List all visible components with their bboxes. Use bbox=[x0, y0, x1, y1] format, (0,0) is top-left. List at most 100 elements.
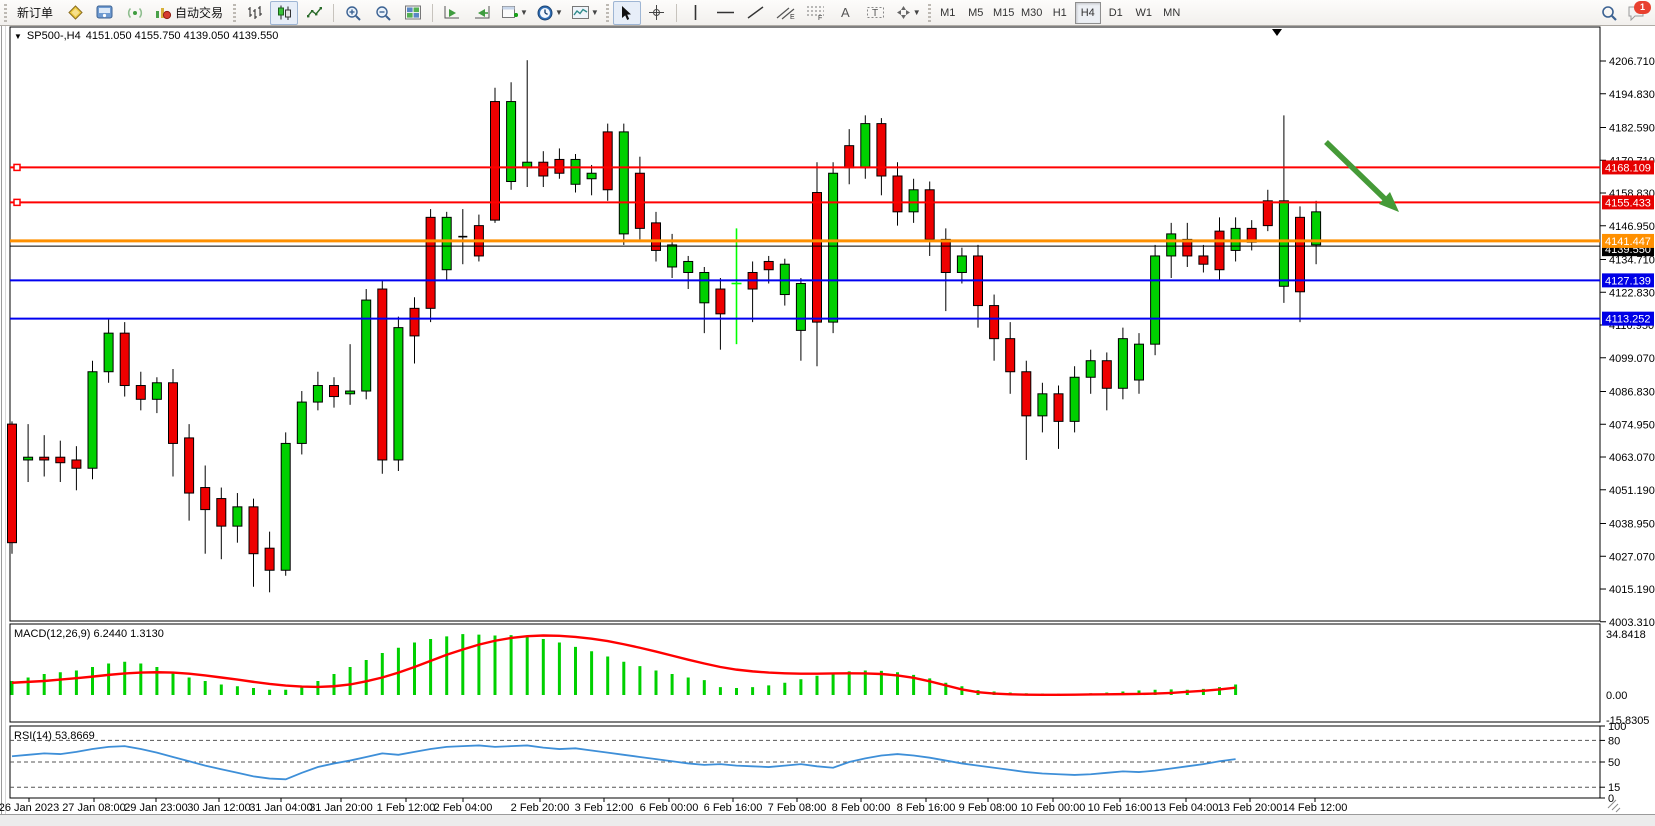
chevron-down-icon[interactable]: ▼ bbox=[14, 31, 22, 41]
gold-package-icon[interactable] bbox=[61, 1, 89, 25]
candle[interactable] bbox=[39, 456, 50, 461]
candle[interactable] bbox=[634, 172, 645, 229]
trendline-icon[interactable] bbox=[742, 1, 770, 25]
toolbar-grip[interactable] bbox=[233, 3, 237, 22]
candle[interactable] bbox=[280, 442, 291, 571]
signal-icon[interactable] bbox=[121, 1, 149, 25]
vertical-line-icon[interactable] bbox=[682, 1, 710, 25]
candle[interactable] bbox=[1005, 338, 1016, 373]
candle[interactable] bbox=[924, 189, 935, 240]
candle[interactable] bbox=[506, 101, 517, 183]
autotrade-button[interactable]: 自动交易 bbox=[151, 1, 229, 25]
toolbar-grip[interactable] bbox=[605, 3, 609, 22]
candle[interactable] bbox=[602, 131, 613, 191]
candle[interactable] bbox=[554, 158, 565, 174]
candle[interactable] bbox=[683, 260, 694, 273]
candle[interactable] bbox=[184, 437, 195, 494]
fibonacci-icon[interactable]: F bbox=[802, 1, 830, 25]
candle[interactable] bbox=[7, 423, 17, 544]
candle[interactable] bbox=[119, 332, 130, 387]
candle[interactable] bbox=[1101, 360, 1112, 389]
candle[interactable] bbox=[103, 332, 114, 373]
candle[interactable] bbox=[1198, 255, 1209, 265]
candle[interactable] bbox=[168, 382, 178, 444]
candle[interactable] bbox=[232, 506, 243, 527]
channel-icon[interactable]: E bbox=[772, 1, 800, 25]
resize-grip-icon[interactable] bbox=[1607, 799, 1621, 813]
timeframe-m30[interactable]: M30 bbox=[1021, 6, 1043, 19]
candle[interactable] bbox=[490, 101, 500, 221]
candle[interactable] bbox=[940, 238, 951, 273]
candle[interactable] bbox=[1295, 216, 1305, 293]
candle[interactable] bbox=[1311, 211, 1322, 246]
candle[interactable] bbox=[570, 158, 581, 185]
line-handle[interactable] bbox=[13, 163, 21, 172]
timeframe-w1[interactable]: W1 bbox=[1135, 6, 1152, 19]
timeframe-h4[interactable]: H4 bbox=[1074, 1, 1101, 24]
candle[interactable] bbox=[1262, 200, 1273, 227]
zoom-in-icon[interactable] bbox=[339, 1, 367, 25]
candle[interactable] bbox=[908, 189, 919, 213]
candle[interactable] bbox=[361, 299, 372, 392]
candle[interactable] bbox=[1134, 343, 1144, 381]
timeframe-h1[interactable]: H1 bbox=[1052, 6, 1067, 19]
candlestick-chart-icon[interactable] bbox=[270, 0, 299, 25]
candle[interactable] bbox=[1085, 360, 1096, 378]
autoscroll-icon[interactable] bbox=[438, 1, 466, 25]
shift-marker-icon[interactable] bbox=[1272, 29, 1282, 36]
trend-arrow-head[interactable] bbox=[1379, 192, 1399, 212]
candle[interactable] bbox=[812, 192, 822, 323]
trend-arrow-object[interactable] bbox=[1324, 140, 1388, 202]
candle[interactable] bbox=[1150, 255, 1161, 345]
candle[interactable] bbox=[409, 307, 420, 337]
candle[interactable] bbox=[667, 244, 678, 268]
candle[interactable] bbox=[699, 271, 710, 304]
candle[interactable] bbox=[135, 385, 146, 400]
search-icon[interactable] bbox=[1595, 1, 1623, 25]
candle[interactable] bbox=[828, 172, 839, 323]
candle[interactable] bbox=[618, 131, 629, 235]
timeframe-m5[interactable]: M5 bbox=[968, 6, 984, 19]
candle[interactable] bbox=[892, 175, 903, 213]
candle[interactable] bbox=[296, 401, 307, 444]
candle[interactable] bbox=[876, 123, 887, 177]
candle[interactable] bbox=[1117, 338, 1128, 389]
toolbar-grip[interactable] bbox=[4, 3, 7, 22]
chat-button[interactable]: 1 bbox=[1623, 0, 1651, 24]
line-chart-icon[interactable] bbox=[300, 1, 328, 25]
timeframe-d1[interactable]: D1 bbox=[1108, 6, 1123, 19]
candle[interactable] bbox=[1230, 227, 1241, 251]
tile-windows-icon[interactable] bbox=[399, 1, 427, 25]
candle[interactable] bbox=[1037, 393, 1048, 417]
periods-clock-button[interactable]: ▼ bbox=[533, 1, 566, 25]
timeframe-m1[interactable]: M1 bbox=[940, 6, 956, 19]
candle[interactable] bbox=[956, 255, 967, 273]
candle[interactable] bbox=[216, 498, 227, 527]
candle[interactable] bbox=[393, 327, 404, 461]
text-icon[interactable]: A bbox=[832, 1, 860, 25]
cursor-icon[interactable] bbox=[612, 0, 641, 25]
candle[interactable] bbox=[55, 456, 66, 464]
candle[interactable] bbox=[989, 305, 1000, 340]
candle[interactable] bbox=[763, 260, 774, 271]
candle[interactable] bbox=[586, 172, 597, 180]
candle[interactable] bbox=[329, 385, 339, 398]
candle[interactable] bbox=[1278, 200, 1289, 287]
candle[interactable] bbox=[87, 371, 98, 469]
toolbar-grip[interactable] bbox=[927, 3, 931, 22]
candle[interactable] bbox=[151, 382, 162, 400]
candle[interactable] bbox=[441, 216, 452, 271]
zoom-out-icon[interactable] bbox=[369, 1, 397, 25]
timeframe-mn[interactable]: MN bbox=[1163, 6, 1181, 19]
candle[interactable] bbox=[425, 216, 436, 309]
candle[interactable] bbox=[844, 145, 855, 169]
candle[interactable] bbox=[1166, 233, 1177, 257]
candle[interactable] bbox=[377, 288, 388, 461]
candle[interactable] bbox=[248, 506, 259, 555]
horizontal-line-icon[interactable] bbox=[712, 1, 740, 25]
timeframe-m15[interactable]: M15 bbox=[993, 6, 1015, 19]
candle[interactable] bbox=[200, 487, 211, 511]
template-icon[interactable]: ▼ bbox=[568, 1, 602, 25]
candle[interactable] bbox=[345, 390, 356, 395]
